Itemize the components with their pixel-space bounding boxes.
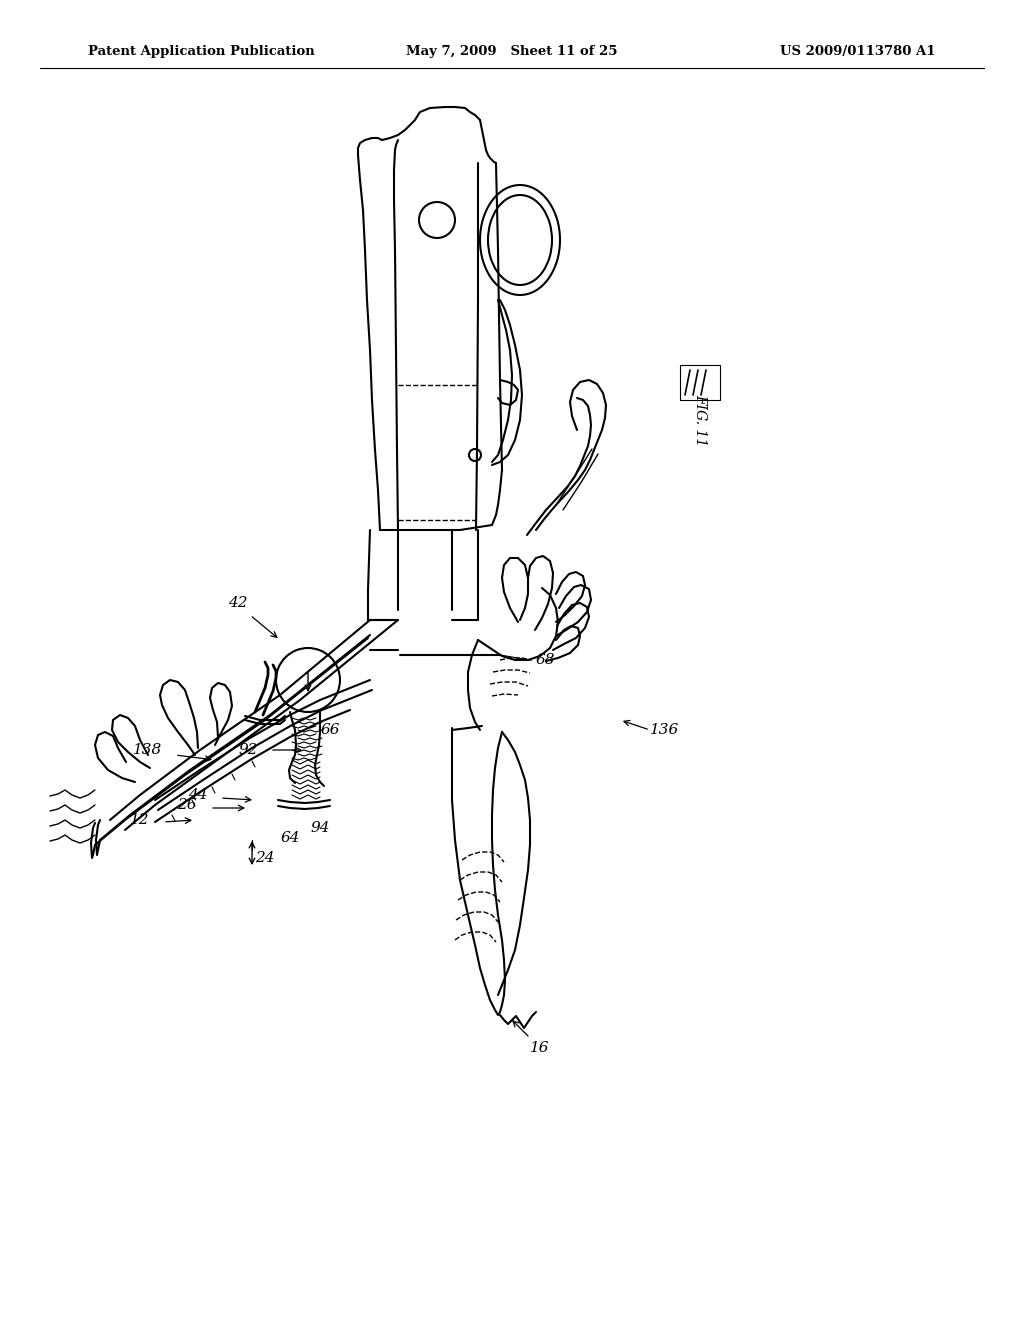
Text: 12: 12: [130, 813, 150, 828]
Text: May 7, 2009   Sheet 11 of 25: May 7, 2009 Sheet 11 of 25: [407, 45, 617, 58]
Text: 24: 24: [255, 851, 274, 865]
Text: 64: 64: [281, 832, 300, 845]
Text: 16: 16: [530, 1041, 550, 1055]
Text: US 2009/0113780 A1: US 2009/0113780 A1: [780, 45, 936, 58]
Text: 92: 92: [239, 743, 258, 756]
Text: 66: 66: [321, 723, 340, 737]
Bar: [680, 366, 720, 400]
Text: Patent Application Publication: Patent Application Publication: [88, 45, 314, 58]
Text: 68: 68: [536, 653, 555, 667]
Text: 42: 42: [228, 597, 248, 610]
Text: FIG. 11: FIG. 11: [693, 393, 707, 446]
Text: 136: 136: [650, 723, 680, 737]
Text: 44: 44: [188, 788, 208, 803]
Text: 94: 94: [310, 821, 330, 836]
Text: 138: 138: [133, 743, 163, 756]
Text: 26: 26: [177, 799, 197, 812]
